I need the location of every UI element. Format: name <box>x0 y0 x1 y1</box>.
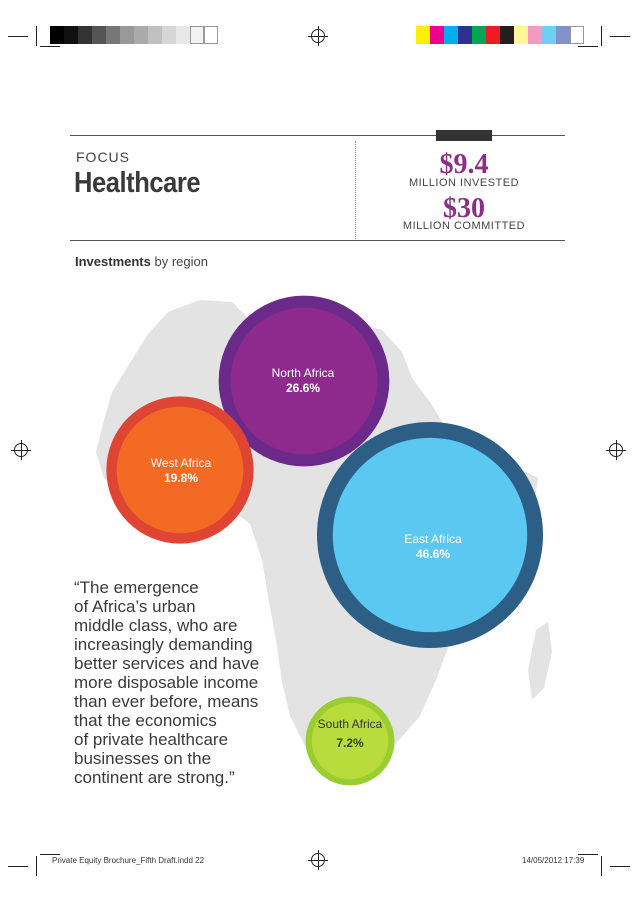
page-title: Healthcare <box>74 167 201 199</box>
section-eyebrow: FOCUS <box>76 149 130 165</box>
quote-line: “The emergence <box>74 578 199 597</box>
north-africa-value: 26.6% <box>285 381 321 395</box>
south-africa-value: 7.2% <box>336 736 364 750</box>
header-divider <box>355 141 356 239</box>
subhead-rest: by region <box>150 254 208 269</box>
registration-mark-icon <box>606 440 626 460</box>
quote-line: that the economics <box>74 711 217 730</box>
header-bottom-rule <box>70 240 565 241</box>
footer-date: 14/05/2012 17:39 <box>522 856 585 865</box>
east-africa-value: 46.6% <box>415 547 451 561</box>
west-africa-label: West Africa 19.8% <box>126 456 236 486</box>
north-africa-label: North Africa 26.6% <box>250 366 356 396</box>
quote-line: than ever before, means <box>74 692 259 711</box>
registration-mark-icon <box>308 850 328 870</box>
west-africa-value: 19.8% <box>163 471 199 485</box>
pull-quote: “The emergence of Africa’s urban middle cl… <box>74 578 274 787</box>
quote-line: of private healthcare <box>74 730 229 749</box>
quote-line: of Africa’s urban <box>74 597 196 616</box>
north-africa-bubble-inner <box>230 307 378 455</box>
invested-label: MILLION INVESTED <box>408 177 520 189</box>
south-africa-bubble-inner <box>311 702 389 780</box>
quote-line: better services and have <box>74 654 260 673</box>
committed-label: MILLION COMMITTED <box>402 220 526 232</box>
committed-value: $30 <box>443 193 485 224</box>
registration-mark-icon <box>308 26 328 46</box>
accent-bar <box>436 130 492 141</box>
quote-line: middle class, who are <box>74 616 238 635</box>
quote-line: more disposable income <box>74 673 259 692</box>
invested-value: $9.4 <box>439 149 489 180</box>
top-rule <box>70 135 565 136</box>
chart-subhead: Investments by region <box>75 254 208 269</box>
quote-line: continent are strong.” <box>74 768 235 787</box>
south-africa-name: South Africa <box>317 717 383 731</box>
quote-line: businesses on the <box>74 749 212 768</box>
north-africa-name: North Africa <box>271 366 335 380</box>
registration-mark-icon <box>11 440 31 460</box>
west-africa-name: West Africa <box>150 456 212 470</box>
east-africa-bubble-inner <box>332 437 528 633</box>
south-africa-label: South Africa 7.2% <box>300 717 400 751</box>
east-africa-label: East Africa 46.6% <box>378 532 488 562</box>
footer-file: Private Equity Brochure_Fifth Draft.indd… <box>52 856 205 865</box>
quote-line: increasingly demanding <box>74 635 253 654</box>
west-africa-bubble-inner <box>116 406 244 534</box>
subhead-bold: Investments <box>75 254 151 269</box>
east-africa-name: East Africa <box>404 532 462 546</box>
